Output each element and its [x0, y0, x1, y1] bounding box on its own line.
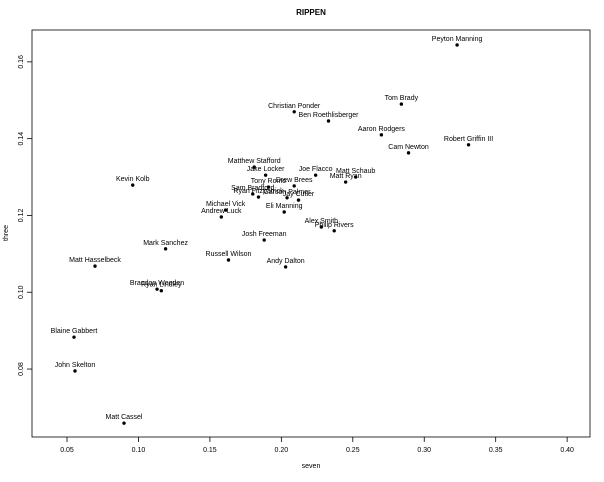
y-tick-label: 0.16 — [18, 55, 25, 69]
point — [313, 173, 318, 177]
x-tick-label: 0.20 — [275, 447, 289, 454]
point-label: Kevin Kolb — [116, 176, 150, 183]
point — [455, 43, 459, 47]
point — [219, 215, 224, 219]
point — [226, 258, 231, 262]
x-tick-label: 0.10 — [132, 447, 146, 454]
point-label: John Skelton — [55, 362, 96, 369]
point-label: Mark Sanchez — [143, 240, 188, 247]
point — [406, 151, 411, 155]
point-label: Ben Roethlisberger — [299, 112, 360, 119]
point — [343, 180, 348, 184]
point-label: Philip Rivers — [315, 222, 354, 229]
point-label: Blaine Gabbert — [51, 328, 98, 335]
point — [122, 421, 126, 425]
point-label: Eli Manning — [266, 203, 303, 210]
point-label: Joe Flacco — [299, 166, 333, 173]
plot-frame — [31, 29, 591, 438]
point-label: Peyton Manning — [432, 36, 483, 43]
point-label: Drew Brees — [276, 177, 313, 184]
x-tick-label: 0.30 — [417, 447, 431, 454]
x-axis-label: seven — [302, 463, 321, 470]
point-label: Matt Ryan — [330, 173, 362, 180]
point-label: Robert Griffin III — [444, 136, 493, 143]
x-tick-label: 0.40 — [560, 447, 574, 454]
point — [262, 238, 266, 242]
chart-title: RIPPEN — [296, 8, 326, 17]
point-label: Josh Freeman — [242, 231, 287, 238]
point — [283, 265, 288, 269]
point-label: Tom Brady — [385, 95, 419, 102]
x-tick-label: 0.05 — [60, 447, 74, 454]
point — [131, 183, 135, 187]
point — [93, 264, 97, 268]
point-label: Michael Vick — [206, 201, 246, 208]
point-label: Russell Wilson — [206, 251, 252, 258]
point — [285, 196, 289, 200]
x-tick-label: 0.15 — [203, 447, 217, 454]
point — [73, 369, 77, 373]
y-axis-label: three — [3, 225, 10, 241]
point-label: Andrew Luck — [201, 208, 242, 215]
point-label: Cam Newton — [388, 144, 429, 151]
point — [163, 247, 168, 251]
point-label: Sam Bradford — [231, 185, 274, 192]
y-tick-label: 0.10 — [18, 285, 25, 299]
point-label: Ryan Fitzpatrick — [233, 188, 284, 195]
point-label: Matt Schaub — [336, 168, 375, 175]
point-label: Matt Hasselbeck — [69, 257, 121, 264]
y-tick-label: 0.12 — [18, 209, 25, 223]
point — [159, 289, 164, 293]
point-label: Andy Dalton — [267, 258, 305, 265]
point-label: Matthew Stafford — [228, 158, 281, 165]
point — [252, 165, 256, 169]
point — [296, 198, 301, 202]
point — [263, 173, 268, 177]
y-tick-label: 0.14 — [18, 132, 25, 146]
x-tick-label: 0.25 — [346, 447, 360, 454]
point-label: Alex Smith — [305, 218, 339, 225]
point-label: Aaron Rodgers — [358, 126, 406, 133]
point-label: Christian Ponder — [268, 103, 321, 110]
point — [332, 229, 336, 233]
point — [155, 287, 159, 291]
point-label: Jake Locker — [247, 166, 285, 173]
point — [399, 102, 404, 106]
x-tick-label: 0.35 — [489, 447, 503, 454]
point — [353, 175, 358, 179]
point — [326, 119, 331, 123]
point — [266, 185, 271, 189]
point-label: Matt Cassel — [106, 414, 143, 421]
point — [282, 210, 286, 214]
point-label: Ryan Lindley — [141, 282, 182, 289]
point — [223, 208, 228, 212]
point — [319, 225, 324, 229]
point — [292, 184, 296, 188]
point-label: Carson Palmer — [264, 189, 311, 196]
point-label: Tony Romo — [251, 178, 287, 185]
point — [251, 192, 255, 196]
point — [256, 195, 261, 199]
point-label: Jay Cutler — [283, 191, 315, 198]
point — [292, 110, 296, 114]
point — [466, 143, 471, 147]
point — [379, 133, 384, 137]
point — [72, 335, 76, 339]
y-tick-label: 0.08 — [18, 362, 25, 376]
point-label: Brandon Weeden — [130, 280, 184, 287]
